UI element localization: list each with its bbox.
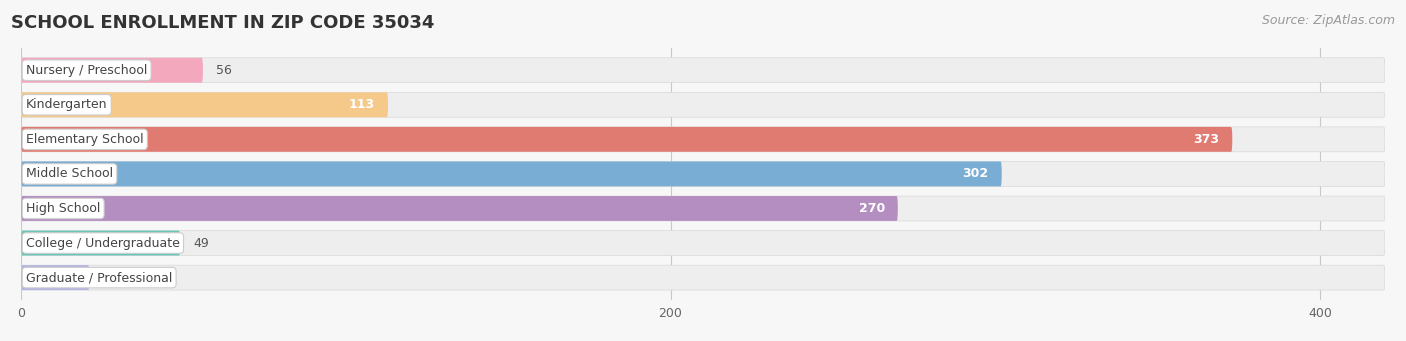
FancyBboxPatch shape [21, 92, 388, 117]
Text: 113: 113 [349, 98, 375, 111]
Text: 21: 21 [103, 271, 118, 284]
FancyBboxPatch shape [21, 231, 180, 255]
Text: Graduate / Professional: Graduate / Professional [25, 271, 173, 284]
FancyBboxPatch shape [21, 265, 90, 290]
FancyBboxPatch shape [21, 92, 1385, 117]
FancyBboxPatch shape [21, 58, 1385, 83]
FancyBboxPatch shape [21, 58, 202, 83]
FancyBboxPatch shape [21, 127, 1232, 152]
Text: Elementary School: Elementary School [25, 133, 143, 146]
Text: 373: 373 [1194, 133, 1219, 146]
Text: High School: High School [25, 202, 100, 215]
Text: Kindergarten: Kindergarten [25, 98, 107, 111]
Text: 56: 56 [217, 64, 232, 77]
Text: Middle School: Middle School [25, 167, 112, 180]
Text: SCHOOL ENROLLMENT IN ZIP CODE 35034: SCHOOL ENROLLMENT IN ZIP CODE 35034 [11, 14, 434, 32]
Text: Nursery / Preschool: Nursery / Preschool [25, 64, 148, 77]
FancyBboxPatch shape [21, 196, 898, 221]
Text: College / Undergraduate: College / Undergraduate [25, 237, 180, 250]
Text: Source: ZipAtlas.com: Source: ZipAtlas.com [1261, 14, 1395, 27]
FancyBboxPatch shape [21, 127, 1385, 152]
FancyBboxPatch shape [21, 162, 1001, 186]
Text: 270: 270 [859, 202, 884, 215]
FancyBboxPatch shape [21, 231, 1385, 255]
Text: 49: 49 [193, 237, 209, 250]
FancyBboxPatch shape [21, 162, 1385, 186]
FancyBboxPatch shape [21, 196, 1385, 221]
Text: 302: 302 [963, 167, 988, 180]
FancyBboxPatch shape [21, 265, 1385, 290]
